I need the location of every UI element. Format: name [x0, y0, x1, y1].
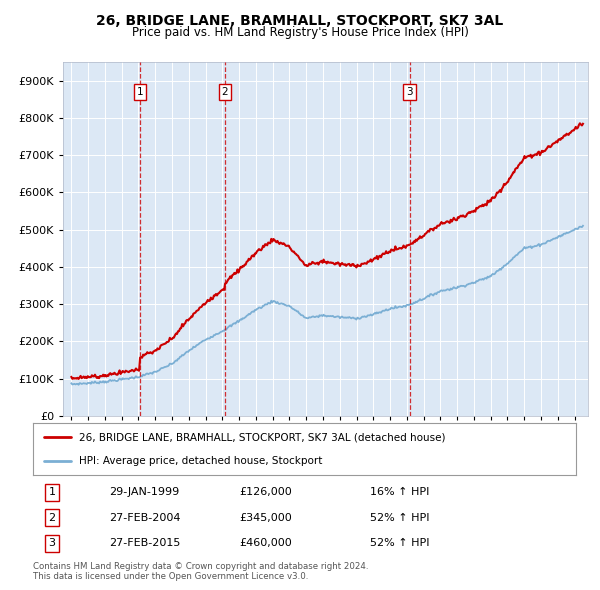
Text: 29-JAN-1999: 29-JAN-1999 — [109, 487, 179, 497]
Text: 3: 3 — [406, 87, 413, 97]
Text: 27-FEB-2015: 27-FEB-2015 — [109, 538, 181, 548]
Text: £126,000: £126,000 — [239, 487, 292, 497]
Text: 2: 2 — [222, 87, 229, 97]
Text: 52% ↑ HPI: 52% ↑ HPI — [370, 513, 429, 523]
Text: 1: 1 — [49, 487, 56, 497]
Text: 1: 1 — [137, 87, 143, 97]
Text: £460,000: £460,000 — [239, 538, 292, 548]
Text: 26, BRIDGE LANE, BRAMHALL, STOCKPORT, SK7 3AL (detached house): 26, BRIDGE LANE, BRAMHALL, STOCKPORT, SK… — [79, 432, 446, 442]
Text: 27-FEB-2004: 27-FEB-2004 — [109, 513, 181, 523]
Text: 3: 3 — [49, 538, 56, 548]
Text: Price paid vs. HM Land Registry's House Price Index (HPI): Price paid vs. HM Land Registry's House … — [131, 26, 469, 39]
Text: 2: 2 — [49, 513, 56, 523]
Text: 52% ↑ HPI: 52% ↑ HPI — [370, 538, 429, 548]
Text: £345,000: £345,000 — [239, 513, 292, 523]
Text: 16% ↑ HPI: 16% ↑ HPI — [370, 487, 429, 497]
Text: 26, BRIDGE LANE, BRAMHALL, STOCKPORT, SK7 3AL: 26, BRIDGE LANE, BRAMHALL, STOCKPORT, SK… — [97, 14, 503, 28]
Text: HPI: Average price, detached house, Stockport: HPI: Average price, detached house, Stoc… — [79, 456, 323, 466]
Text: Contains HM Land Registry data © Crown copyright and database right 2024.
This d: Contains HM Land Registry data © Crown c… — [33, 562, 368, 581]
